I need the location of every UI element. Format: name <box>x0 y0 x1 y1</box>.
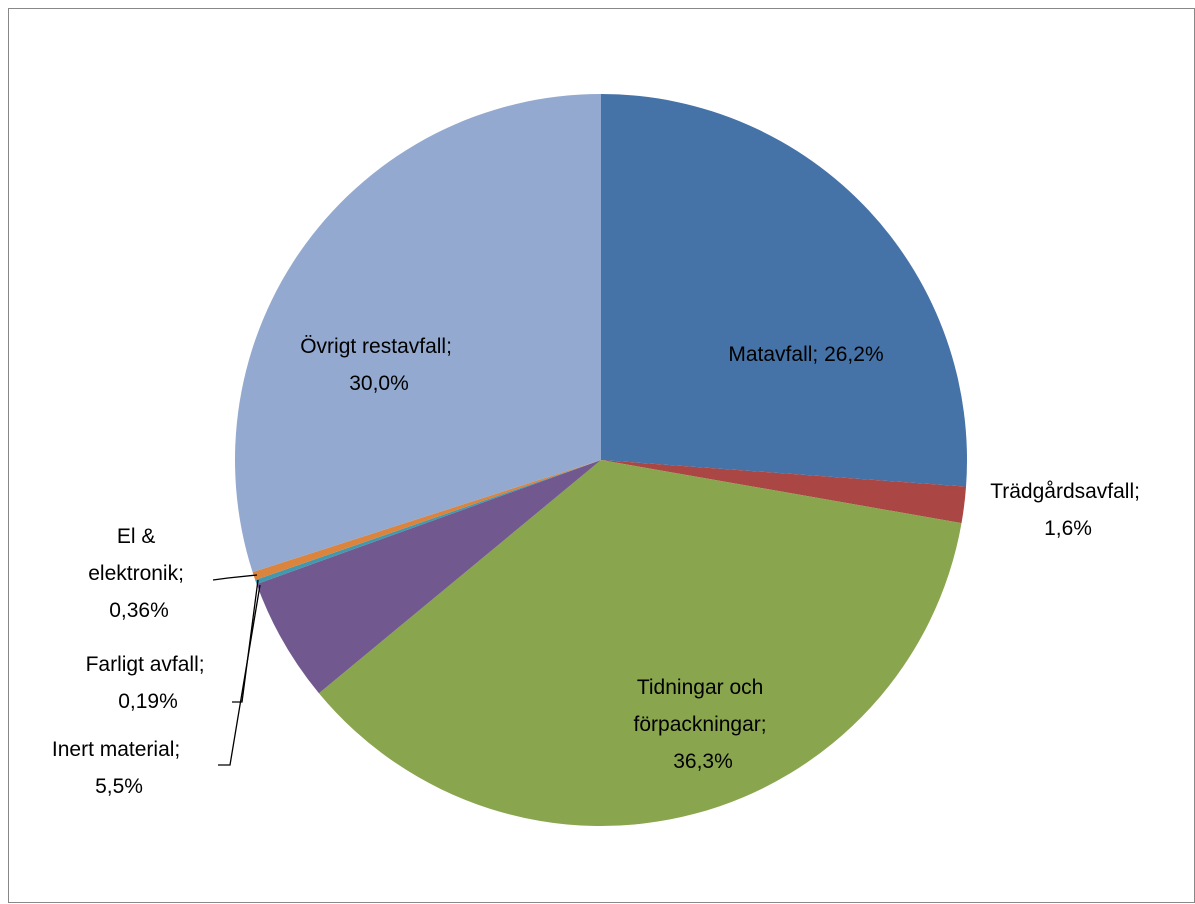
data-label: Inert material; 5,5% <box>52 738 186 798</box>
leader-line <box>212 574 258 581</box>
pie-slice <box>601 460 967 524</box>
pie-slice <box>234 94 601 573</box>
pie-slice <box>255 460 601 585</box>
pie-slice <box>256 460 601 694</box>
label-line: Övrigt restavfall; <box>300 335 458 358</box>
label-line: El & <box>117 525 161 548</box>
data-label: Matavfall; 26,2% <box>728 343 883 366</box>
label-line: 0,36% <box>109 599 169 622</box>
data-label: Tidningar och förpackningar; 36,3% <box>634 676 773 773</box>
label-line: 30,0% <box>349 372 409 395</box>
data-label: Farligt avfall; 0,19% <box>86 653 211 713</box>
leader-line <box>218 584 261 766</box>
data-labels: Matavfall; 26,2% Trädgårdsavfall; 1,6% Tid… <box>52 335 1146 798</box>
label-line: 0,19% <box>118 690 178 713</box>
data-label: Trädgårdsavfall; 1,6% <box>990 480 1146 540</box>
leader-line <box>232 579 259 703</box>
pie-slice <box>252 460 601 580</box>
label-line: Farligt avfall; <box>86 653 211 676</box>
data-label: Övrigt restavfall; 30,0% <box>300 335 458 395</box>
label-line: 1,6% <box>1044 517 1092 540</box>
label-line: Inert material; <box>52 738 186 761</box>
label-line: 36,3% <box>673 750 733 773</box>
label-line: Matavfall; 26,2% <box>728 343 883 366</box>
pie <box>234 94 967 826</box>
label-line: Trädgårdsavfall; <box>990 480 1146 503</box>
data-label: El & elektronik; 0,36% <box>88 525 190 622</box>
label-line: förpackningar; <box>634 713 773 736</box>
label-line: Tidningar och <box>637 676 769 699</box>
label-line: elektronik; <box>88 562 190 585</box>
label-line: 5,5% <box>95 775 143 798</box>
pie-slice <box>318 460 962 826</box>
pie-slice <box>601 94 967 487</box>
